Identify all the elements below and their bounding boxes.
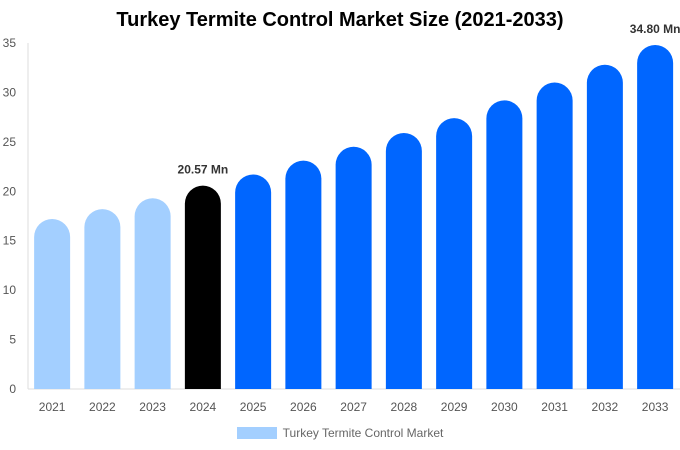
y-tick-label: 35 [3,36,17,50]
bar-2026 [285,160,322,389]
x-tick-label: 2028 [391,400,418,414]
bar-2022 [84,209,121,389]
bar-2025 [235,174,272,389]
bar-2032 [586,64,623,389]
legend-label: Turkey Termite Control Market [282,426,444,440]
x-tick-label: 2023 [139,400,166,414]
data-label: 34.80 Mn [630,22,680,36]
y-tick-label: 15 [3,234,17,248]
bar-2027 [335,146,372,389]
y-tick-label: 0 [9,382,16,396]
x-tick-label: 2029 [441,400,468,414]
x-tick-label: 2022 [89,400,116,414]
x-tick-label: 2024 [190,400,217,414]
data-label: 20.57 Mn [178,163,229,177]
x-tick-label: 2031 [541,400,568,414]
bar-2028 [385,132,422,389]
legend-swatch [236,427,277,439]
bar-2029 [436,118,473,389]
y-tick-label: 30 [3,85,17,99]
x-tick-label: 2021 [39,400,66,414]
x-tick-label: 2030 [491,400,518,414]
bar-2024 [184,185,221,389]
bar-2031 [536,82,573,390]
y-tick-label: 5 [9,333,16,347]
bar-2023 [134,198,171,389]
chart-title: Turkey Termite Control Market Size (2021… [116,9,564,31]
y-tick-label: 20 [3,184,17,198]
x-tick-label: 2033 [642,400,669,414]
x-tick-label: 2027 [340,400,367,414]
bar-2030 [486,100,523,389]
bar-2021 [34,218,71,389]
y-tick-label: 25 [3,135,17,149]
bar-2033 [637,44,674,389]
y-tick-label: 10 [3,283,17,297]
x-tick-label: 2025 [240,400,267,414]
legend: Turkey Termite Control Market [0,426,680,440]
x-tick-label: 2032 [592,400,619,414]
x-tick-label: 2026 [290,400,317,414]
